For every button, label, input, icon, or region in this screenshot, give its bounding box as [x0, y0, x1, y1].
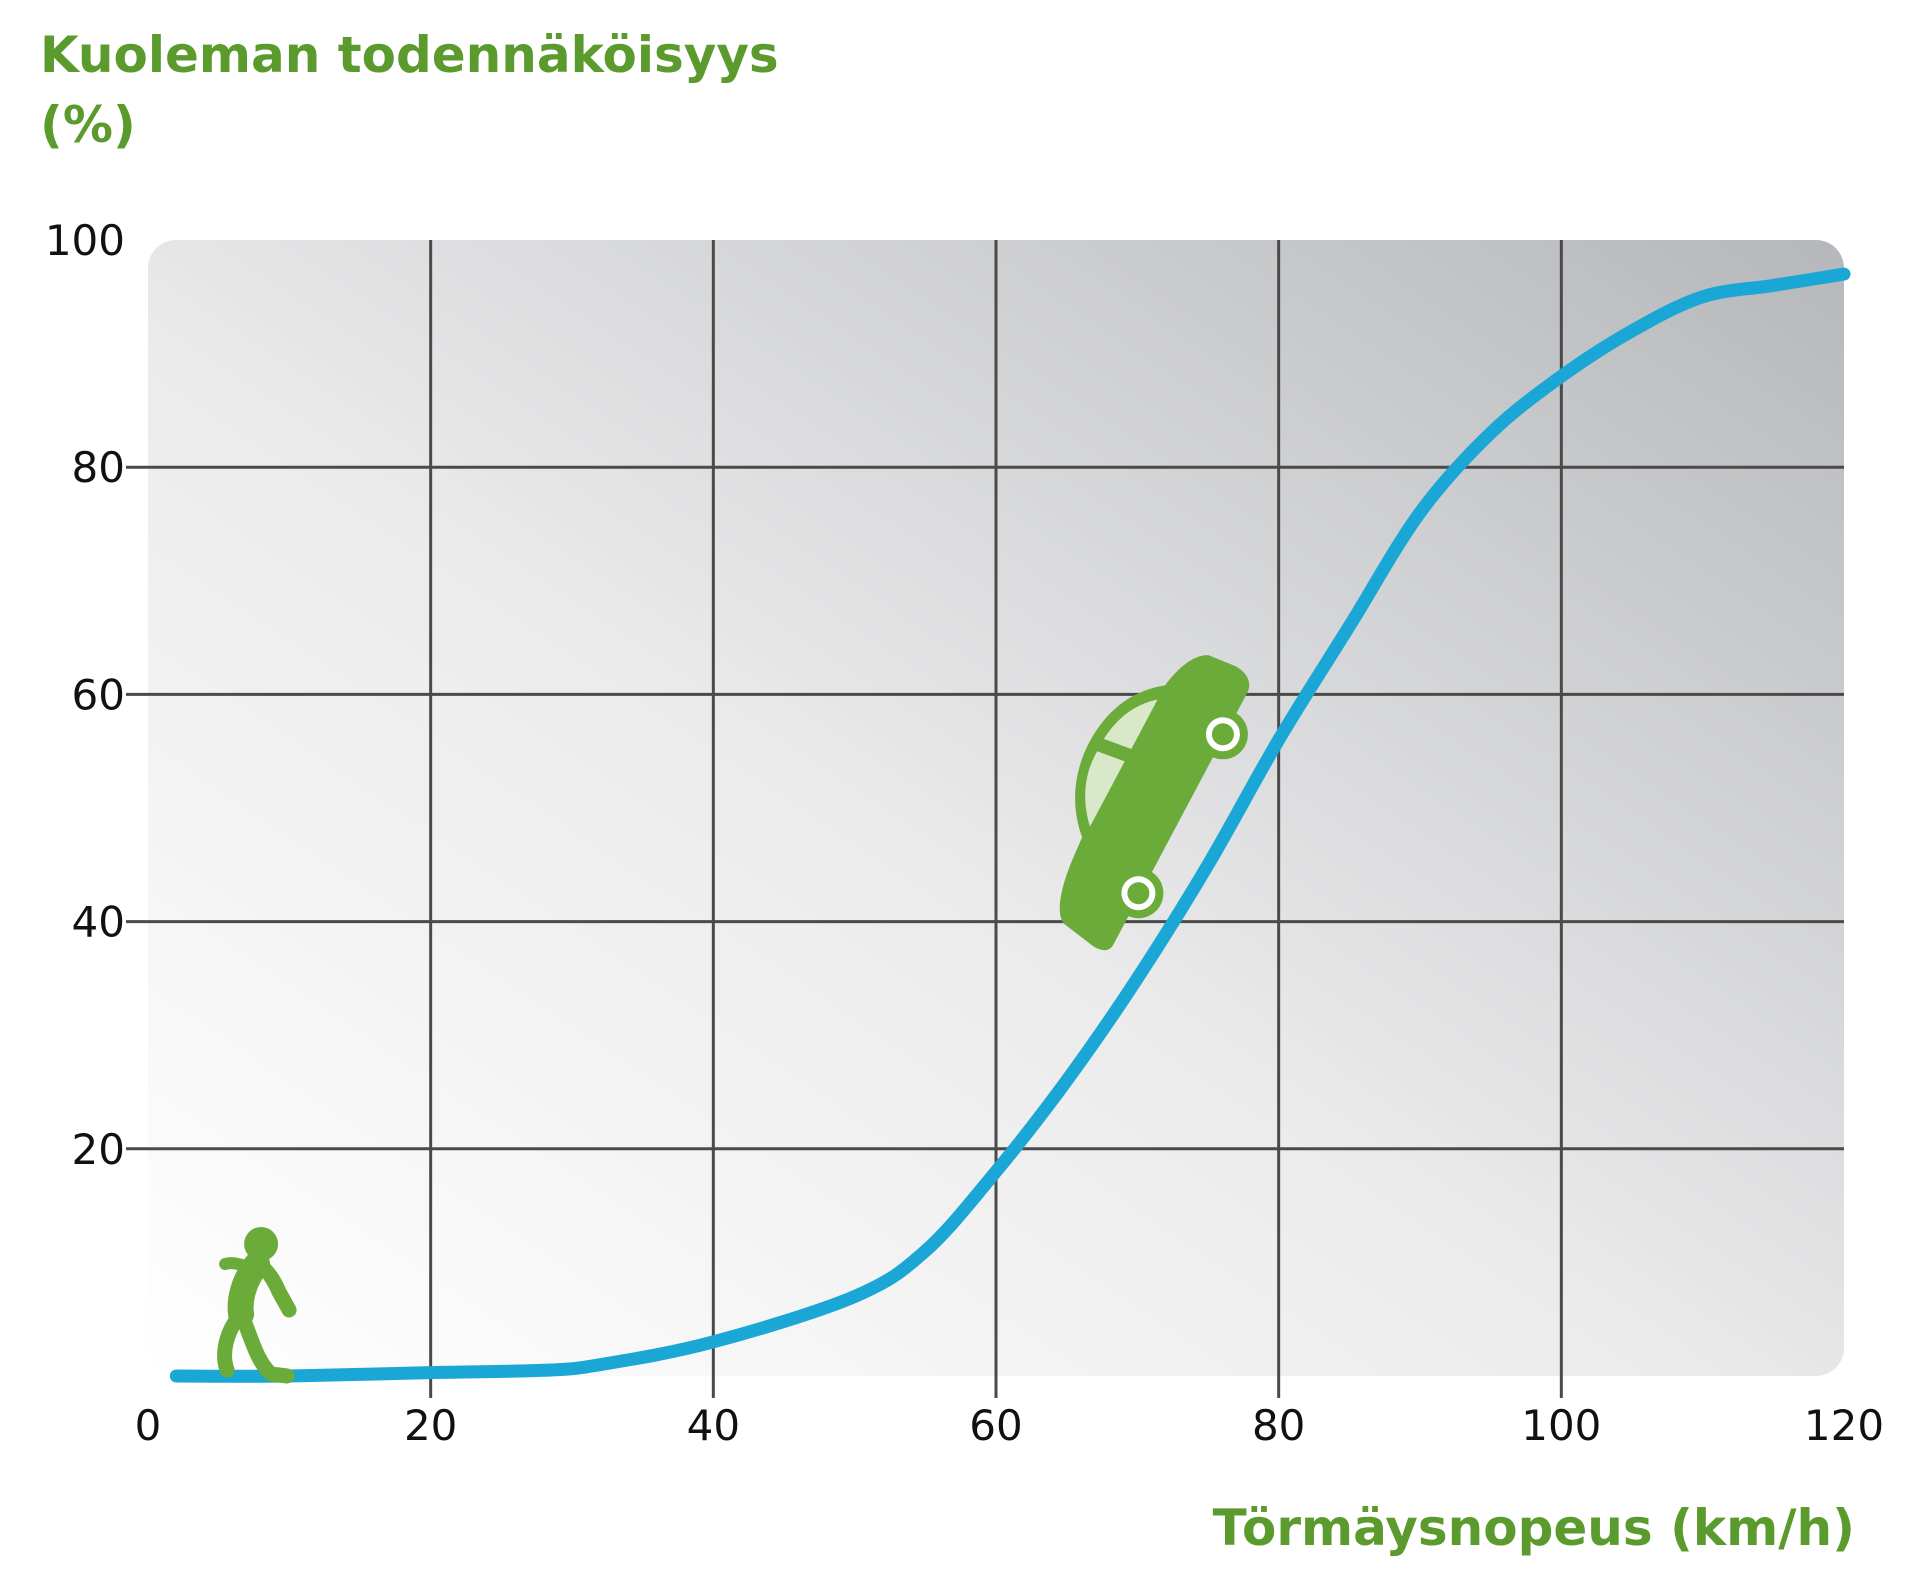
x-tick-labels: 0 20 40 60 80 100 120: [135, 1401, 1884, 1450]
x-tick-label: 100: [1521, 1401, 1601, 1450]
series-line: [169, 267, 1851, 1383]
car-icon: [1059, 655, 1250, 951]
pedestrian-icon: [217, 1227, 297, 1384]
x-tick-label: 120: [1804, 1401, 1884, 1450]
y-tick-label: 60: [72, 670, 125, 719]
x-tick-label: 40: [687, 1401, 740, 1450]
x-tick-label: 60: [969, 1401, 1022, 1450]
grid-lines: [126, 240, 1844, 1398]
x-axis-label: Törmäysnopeus (km/h): [1213, 1499, 1855, 1557]
y-tick-label: 80: [72, 443, 125, 492]
y-axis-label-line-1: Kuoleman todennäköisyys: [40, 26, 779, 84]
x-tick-label: 0: [135, 1401, 162, 1450]
y-tick-labels: 20 40 60 80 100: [45, 216, 125, 1174]
x-tick-label: 80: [1252, 1401, 1305, 1450]
y-axis-label-line-2: (%): [40, 96, 136, 154]
y-tick-label: 40: [72, 898, 125, 947]
y-tick-label: 100: [45, 216, 125, 265]
x-tick-label: 20: [404, 1401, 457, 1450]
y-tick-label: 20: [72, 1125, 125, 1174]
series-group: [169, 267, 1851, 1383]
y-axis-label: Kuoleman todennäköisyys (%): [40, 26, 796, 154]
